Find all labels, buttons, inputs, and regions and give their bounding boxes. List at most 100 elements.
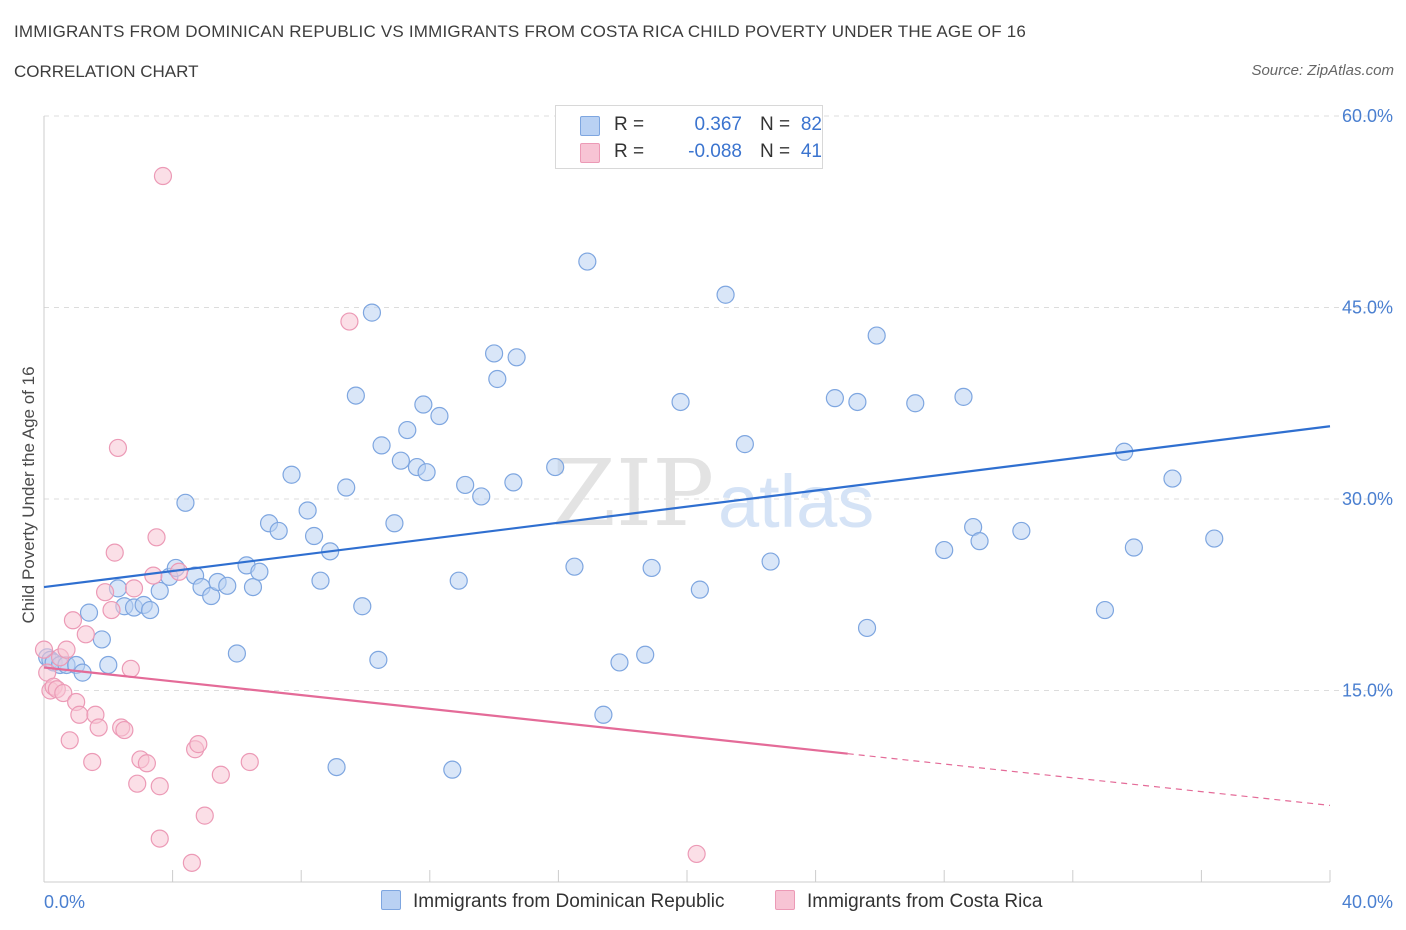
point-dominican: [218, 576, 237, 595]
point-dominican: [636, 645, 655, 664]
point-costa-rica: [57, 640, 76, 659]
point-costa-rica: [153, 166, 173, 186]
point-costa-rica: [128, 774, 147, 793]
legend-n-label: N =: [760, 114, 791, 135]
legend-n-value: 82: [800, 114, 822, 135]
point-costa-rica: [340, 312, 359, 331]
point-costa-rica: [70, 705, 89, 724]
point-costa-rica: [189, 735, 208, 754]
legend-r-label: R =: [614, 141, 645, 162]
point-dominican: [1163, 469, 1182, 488]
point-dominican: [456, 475, 475, 495]
point-costa-rica: [124, 579, 144, 598]
point-costa-rica: [89, 718, 108, 737]
point-dominican: [472, 487, 491, 506]
bottom-legend-dominican: Immigrants from Dominican Republic: [381, 890, 725, 913]
x-tick-label: 40.0%: [1342, 892, 1393, 912]
point-costa-rica: [137, 754, 156, 773]
gridlines: [44, 115, 1386, 691]
point-costa-rica: [76, 625, 95, 644]
point-dominican: [337, 478, 356, 497]
point-costa-rica: [108, 438, 128, 458]
point-dominican: [269, 521, 288, 541]
point-dominican: [610, 653, 629, 672]
point-dominican: [150, 581, 169, 601]
point-dominican: [243, 577, 263, 597]
source-credit: Source: ZipAtlas.com: [1251, 62, 1394, 79]
point-costa-rica: [83, 752, 102, 772]
point-dominican: [906, 394, 925, 413]
point-dominican: [282, 465, 301, 484]
trendline-dominican: [43, 425, 1331, 589]
point-dominican: [1012, 521, 1031, 541]
point-costa-rica: [102, 600, 121, 620]
point-costa-rica: [63, 611, 83, 630]
y-tick-label: 60.0%: [1342, 106, 1393, 126]
legend-n-value: 41: [800, 141, 822, 162]
trendlines: [43, 425, 1331, 806]
y-tick-label: 45.0%: [1342, 298, 1393, 318]
watermark-zip: ZIP: [552, 440, 714, 547]
point-dominican: [227, 644, 246, 663]
point-costa-rica: [115, 720, 134, 740]
point-dominican: [391, 451, 410, 470]
point-costa-rica: [687, 844, 706, 864]
correlation-legend: R = 0.367 N = 82 R = -0.088 N = 41: [555, 105, 823, 169]
point-costa-rica: [95, 583, 115, 602]
point-dominican: [935, 540, 954, 560]
point-dominican: [690, 580, 709, 599]
point-dominican: [578, 252, 597, 271]
point-dominican: [385, 514, 404, 533]
point-dominican: [92, 630, 111, 649]
point-dominican: [857, 618, 877, 638]
point-dominican: [311, 571, 330, 590]
watermark: ZIP atlas: [552, 440, 874, 547]
point-dominican: [970, 532, 989, 551]
point-costa-rica: [34, 640, 54, 659]
point-dominican: [449, 571, 468, 590]
point-costa-rica: [150, 777, 169, 796]
point-dominican: [671, 392, 690, 412]
y-tick-label: 15.0%: [1342, 681, 1393, 701]
point-dominican: [372, 436, 391, 455]
legend-swatch-pink: [775, 890, 795, 910]
legend-r-label: R =: [614, 114, 645, 135]
point-dominican: [485, 344, 504, 363]
point-costa-rica: [150, 829, 169, 848]
point-dominican: [327, 757, 346, 777]
chart-subtitle: CORRELATION CHART: [14, 62, 199, 81]
point-dominican: [594, 705, 613, 724]
point-costa-rica: [54, 683, 73, 703]
trendline-costa-rica-extension: [847, 753, 1331, 806]
point-dominican: [362, 303, 382, 322]
legend-swatch-pink: [580, 143, 600, 163]
legend-r-value: -0.088: [688, 141, 742, 162]
point-costa-rica: [211, 765, 230, 784]
y-tick-label: 30.0%: [1342, 489, 1393, 509]
point-dominican: [1124, 538, 1143, 557]
point-costa-rica: [182, 853, 201, 872]
legend-swatch-blue: [580, 116, 600, 136]
legend-series-name: Immigrants from Costa Rica: [807, 891, 1043, 912]
legend-series-name: Immigrants from Dominican Republic: [413, 891, 725, 912]
trendline-costa-rica: [43, 666, 848, 755]
bottom-legend-costa-rica: Immigrants from Costa Rica: [775, 890, 1042, 913]
point-costa-rica: [60, 731, 79, 750]
legend-n-label: N =: [760, 141, 791, 162]
chart-title: IMMIGRANTS FROM DOMINICAN REPUBLIC VS IM…: [14, 22, 1027, 41]
point-dominican: [250, 562, 269, 581]
point-costa-rica: [144, 566, 163, 585]
point-dominican: [735, 435, 754, 454]
point-dominican: [642, 558, 661, 578]
point-dominican: [761, 552, 780, 571]
point-dominican: [79, 603, 99, 622]
point-dominican: [716, 285, 735, 304]
point-dominican: [565, 557, 584, 576]
point-dominican: [443, 760, 462, 779]
point-dominican: [99, 655, 118, 675]
point-costa-rica: [240, 752, 259, 772]
point-dominican: [848, 392, 867, 412]
point-dominican: [430, 406, 449, 426]
legend-swatch-blue: [381, 890, 401, 910]
